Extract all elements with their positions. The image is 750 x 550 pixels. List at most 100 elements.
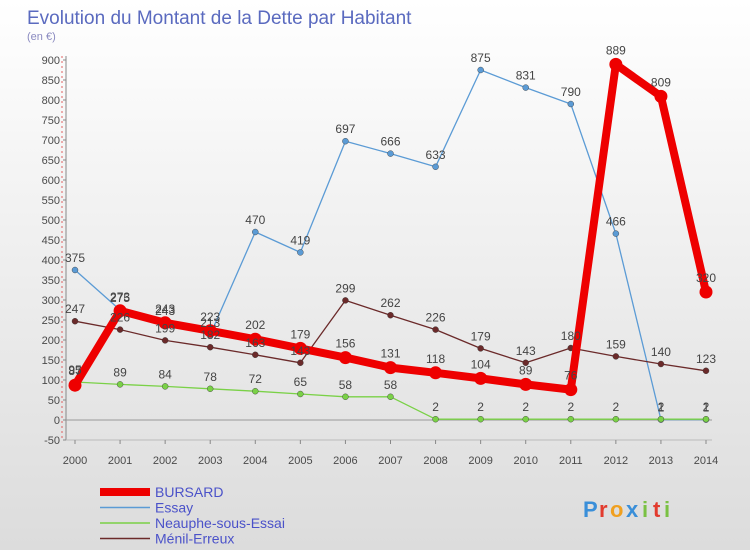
x-tick-label: 2007 <box>378 455 402 467</box>
data-point <box>113 304 127 318</box>
data-label: 140 <box>651 345 671 359</box>
data-point <box>522 416 529 423</box>
data-label: 65 <box>294 375 308 389</box>
data-label: 889 <box>606 43 626 57</box>
data-point <box>116 381 124 388</box>
data-point <box>252 388 259 395</box>
data-label: 202 <box>245 318 265 332</box>
logo-letter: i <box>664 497 670 522</box>
data-label: 118 <box>426 352 445 366</box>
data-point <box>567 100 574 108</box>
series-layer <box>68 57 713 423</box>
data-point <box>68 378 82 392</box>
data-labels-layer: 375 275 243 213 470 419 697 666 633 875 831 790 466 1… <box>65 43 716 414</box>
data-label: 84 <box>158 367 172 381</box>
data-label: 243 <box>155 304 175 318</box>
legend-label: Nеauphe-sous-Essai <box>155 515 285 531</box>
data-label: 143 <box>290 344 310 358</box>
logo-letter: x <box>626 497 639 522</box>
data-label: 58 <box>384 378 398 392</box>
x-tick-label: 2010 <box>513 455 537 467</box>
data-point <box>654 89 668 103</box>
logo-letter: t <box>653 497 661 522</box>
logo-letter: r <box>599 497 608 522</box>
data-label: 89 <box>113 365 127 379</box>
y-tick-label: 150 <box>42 355 60 367</box>
data-label: 275 <box>110 291 130 305</box>
data-point <box>342 297 349 304</box>
x-tick-label: 2001 <box>108 455 132 467</box>
x-tick-label: 2000 <box>63 455 87 467</box>
y-tick-label: 700 <box>42 135 60 147</box>
y-tick-label: 100 <box>42 375 60 387</box>
data-point <box>297 249 304 256</box>
data-point <box>387 150 394 157</box>
data-label: 243 <box>155 302 175 316</box>
data-point <box>612 353 620 360</box>
data-label: 2 <box>522 400 529 414</box>
legend-label: Essay <box>155 500 193 516</box>
data-point <box>477 345 484 352</box>
data-label: 226 <box>426 311 446 325</box>
data-point <box>657 360 665 368</box>
data-label: 58 <box>339 378 353 392</box>
data-point <box>564 383 578 397</box>
data-point <box>71 266 79 274</box>
data-point <box>702 367 710 374</box>
axes-layer: -50 0 50 100 150 200 250 300 350 400 450 500 550 600 6… <box>42 55 719 467</box>
data-point <box>158 316 172 330</box>
data-point <box>116 326 124 333</box>
data-point <box>609 57 623 71</box>
y-tick-label: 800 <box>42 95 60 107</box>
y-tick-label: 350 <box>42 275 60 287</box>
data-label: 375 <box>65 251 85 265</box>
data-label: 104 <box>471 357 491 371</box>
data-label: 2 <box>477 400 484 414</box>
data-label: 159 <box>606 337 626 351</box>
y-tick-label: 650 <box>42 155 60 167</box>
data-label: 2 <box>432 400 439 414</box>
data-label: 143 <box>516 344 536 358</box>
data-point <box>252 228 259 236</box>
data-label: 633 <box>426 148 446 162</box>
x-tick-label: 2009 <box>468 455 492 467</box>
y-tick-label: -50 <box>44 435 60 447</box>
data-point <box>342 393 349 400</box>
y-tick-label: 400 <box>42 255 60 267</box>
data-point <box>252 351 259 358</box>
data-label: 179 <box>290 327 310 341</box>
data-label: 247 <box>65 302 85 316</box>
data-label: 72 <box>249 372 263 386</box>
y-tick-label: 0 <box>54 415 60 427</box>
data-point <box>161 337 169 344</box>
legend-label: Ménil-Erreux <box>155 531 234 547</box>
legend-label: BURSARD <box>155 484 223 500</box>
y-tick-label: 300 <box>42 295 60 307</box>
data-label: 76 <box>564 369 578 383</box>
data-label: 299 <box>335 281 355 295</box>
logo-letter: P <box>583 497 598 522</box>
y-tick-label: 250 <box>42 315 60 327</box>
data-point <box>699 285 713 299</box>
x-tick-label: 2006 <box>333 455 357 467</box>
data-label: 666 <box>380 135 400 149</box>
data-point <box>567 416 574 423</box>
data-point <box>384 361 397 375</box>
data-point <box>477 66 484 74</box>
x-tick-label: 2014 <box>694 455 718 467</box>
data-label: 182 <box>200 328 220 342</box>
data-label: 697 <box>335 122 355 136</box>
x-tick-label: 2005 <box>288 455 312 467</box>
data-label: 809 <box>651 75 671 89</box>
data-point <box>297 359 304 366</box>
x-tick-label: 2002 <box>153 455 177 467</box>
data-label: 1 <box>658 401 665 415</box>
data-label: 226 <box>110 311 130 325</box>
legend: BURSARDEssayNеauphe-sous-EssaiMénil-Erre… <box>100 484 285 547</box>
data-label: 466 <box>606 215 626 229</box>
data-point <box>293 341 307 355</box>
data-label: 95 <box>68 363 82 377</box>
data-label: 320 <box>696 271 716 285</box>
data-label: 419 <box>290 233 310 247</box>
